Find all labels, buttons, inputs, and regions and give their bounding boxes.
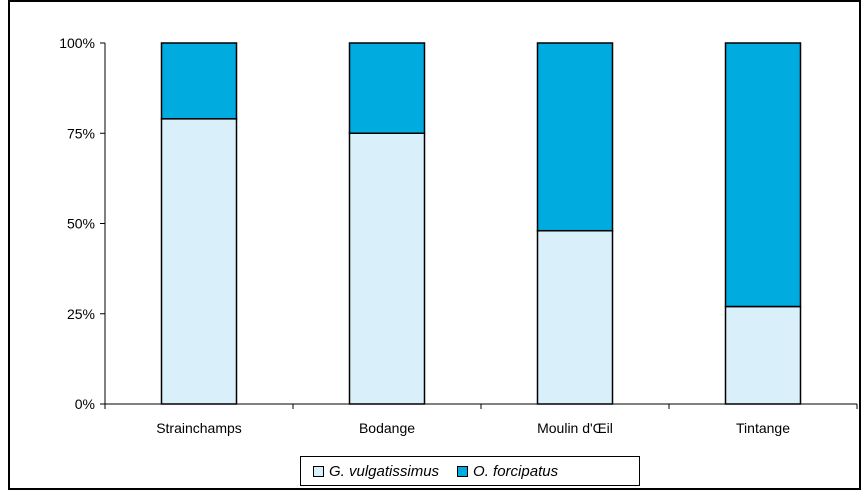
legend-label-1: O. forcipatus bbox=[473, 462, 559, 480]
x-tick-label: Moulin d'Œil bbox=[537, 420, 613, 436]
legend-item-0: G. vulgatissimus bbox=[313, 463, 439, 480]
bar-segment-0-2 bbox=[536, 229, 614, 405]
y-tick-labels: 0% 25% 50% 75% 100% bbox=[59, 35, 95, 412]
bar-segment-1-2 bbox=[536, 42, 614, 232]
legend-item-1: O. forcipatus bbox=[457, 463, 558, 480]
bar-segment-0-1 bbox=[348, 132, 426, 405]
bar-segment-1-1 bbox=[348, 42, 426, 134]
legend-swatch-1 bbox=[457, 465, 469, 477]
bars bbox=[160, 42, 802, 405]
y-tick-label: 100% bbox=[59, 35, 95, 51]
x-tick-label: Bodange bbox=[359, 420, 415, 436]
x-tick-label: Tintange bbox=[736, 420, 790, 436]
legend-label-0: G. vulgatissimus bbox=[329, 462, 440, 480]
y-tick-label: 75% bbox=[67, 125, 95, 141]
bar-segment-0-3 bbox=[724, 305, 802, 405]
legend: G. vulgatissimus O. forcipatus bbox=[300, 456, 640, 486]
y-tick-label: 0% bbox=[75, 396, 95, 412]
y-tick-label: 25% bbox=[67, 306, 95, 322]
bar-segment-1-0 bbox=[160, 42, 238, 120]
x-tick-label: Strainchamps bbox=[156, 420, 242, 436]
bar-segment-1-3 bbox=[724, 42, 802, 308]
y-tick-label: 50% bbox=[67, 216, 95, 232]
chart-frame bbox=[8, 0, 861, 490]
legend-swatch-0 bbox=[313, 465, 324, 477]
bar-segment-0-0 bbox=[160, 118, 238, 405]
x-tick-labels: Strainchamps Bodange Moulin d'Œil Tintange bbox=[156, 420, 790, 436]
